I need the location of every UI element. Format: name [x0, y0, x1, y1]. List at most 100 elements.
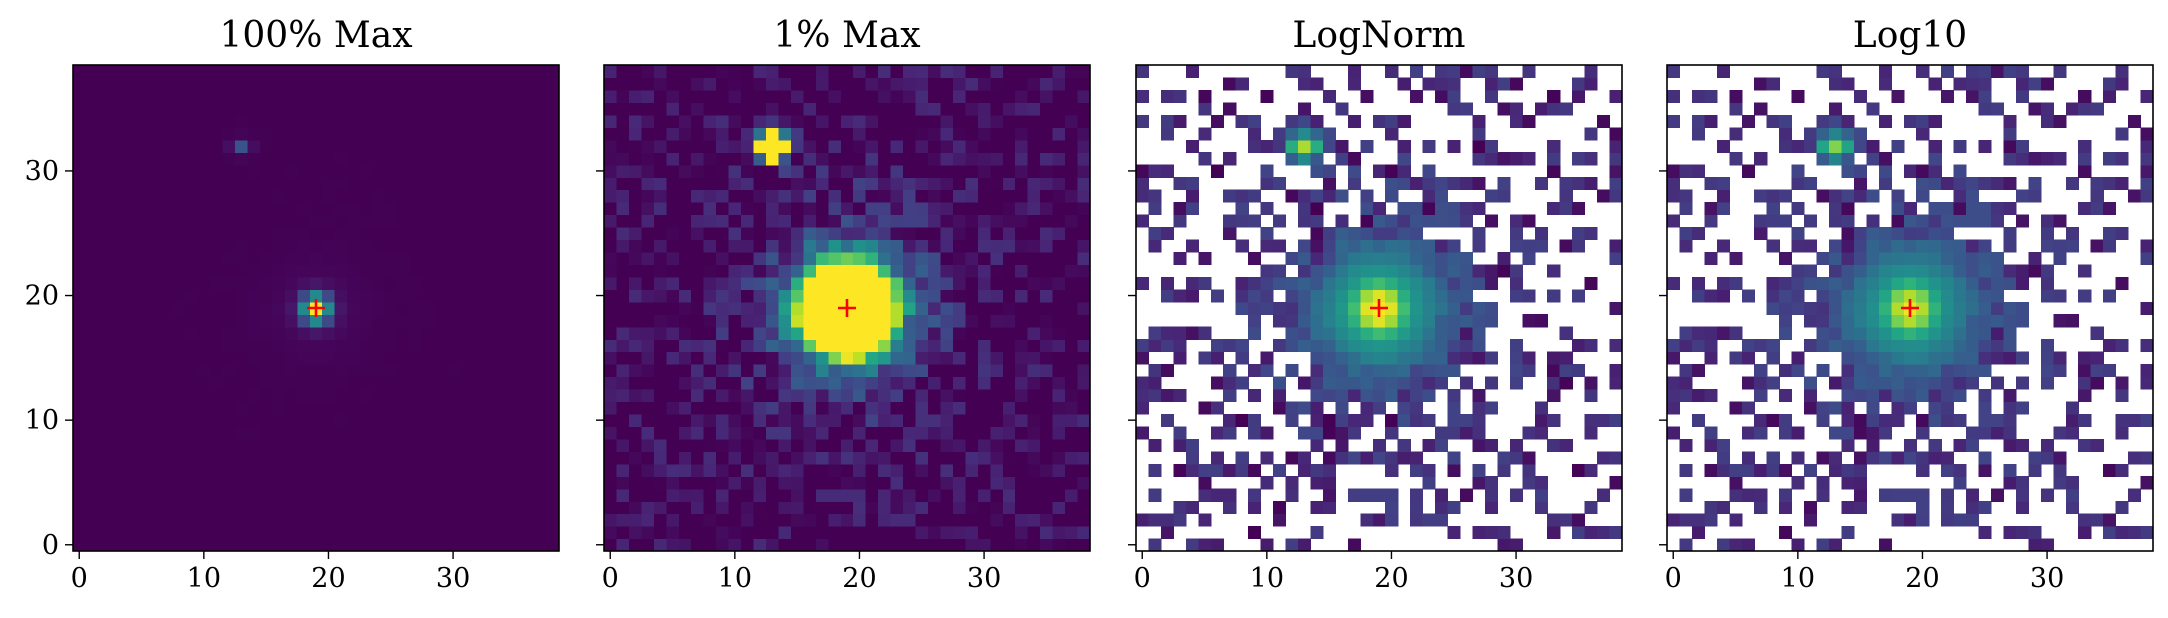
heatmap-cell: [853, 426, 867, 440]
heatmap-cell: [691, 227, 705, 241]
heatmap-cell: [678, 264, 692, 278]
heatmap-cell: [434, 426, 448, 440]
centroid-marker: [838, 299, 856, 317]
heatmap-cell: [372, 65, 386, 79]
heatmap-cell: [790, 89, 804, 103]
heatmap-cell: [1077, 389, 1091, 403]
heatmap-cell: [1953, 214, 1967, 228]
heatmap-cell: [990, 389, 1004, 403]
heatmap-cell: [1136, 401, 1150, 415]
heatmap-cell: [928, 389, 942, 403]
heatmap-cell: [1841, 202, 1855, 216]
heatmap-cell: [952, 326, 966, 340]
heatmap-cell: [828, 389, 842, 403]
heatmap-cell: [940, 152, 954, 166]
heatmap-cell: [471, 102, 485, 116]
heatmap-cell: [1584, 127, 1598, 141]
heatmap-cell: [728, 389, 742, 403]
heatmap-cell: [853, 139, 867, 153]
heatmap-cell: [259, 65, 273, 79]
heatmap-cell: [110, 326, 124, 340]
heatmap-cell: [384, 114, 398, 128]
heatmap-cell: [2078, 351, 2092, 365]
heatmap-cell: [73, 177, 87, 191]
heatmap-cell: [1422, 389, 1436, 403]
heatmap-cell: [741, 326, 755, 340]
heatmap-cell: [496, 476, 510, 490]
heatmap-cell: [1065, 538, 1079, 552]
heatmap-cell: [878, 77, 892, 91]
heatmap-cell: [878, 239, 892, 253]
heatmap-cell: [878, 301, 892, 315]
heatmap-cell: [865, 102, 879, 116]
heatmap-cell: [1273, 314, 1287, 328]
heatmap-cell: [1410, 501, 1424, 515]
heatmap-cell: [940, 513, 954, 527]
heatmap-cell: [1397, 364, 1411, 378]
heatmap-cell: [284, 227, 298, 241]
heatmap-cell: [259, 389, 273, 403]
heatmap-cell: [666, 364, 680, 378]
heatmap-cell: [185, 501, 199, 515]
heatmap-cell: [397, 127, 411, 141]
heatmap-cell: [778, 276, 792, 290]
heatmap-cell: [2140, 127, 2154, 141]
heatmap-cell: [197, 413, 211, 427]
heatmap-cell: [890, 114, 904, 128]
heatmap-cell: [185, 177, 199, 191]
heatmap-cell: [1347, 227, 1361, 241]
heatmap-cell: [678, 89, 692, 103]
heatmap-cell: [1335, 351, 1349, 365]
heatmap-cell: [853, 177, 867, 191]
heatmap-cell: [828, 451, 842, 465]
heatmap-cell: [135, 438, 149, 452]
heatmap-cell: [110, 488, 124, 502]
heatmap-cell: [222, 476, 236, 490]
heatmap-cell: [1853, 476, 1867, 490]
heatmap-cell: [1248, 426, 1262, 440]
heatmap-cell: [1534, 227, 1548, 241]
heatmap-cell: [703, 314, 717, 328]
heatmap-cell: [1716, 289, 1730, 303]
heatmap-cell: [1248, 526, 1262, 540]
heatmap-cell: [716, 177, 730, 191]
heatmap-cell: [1385, 488, 1399, 502]
heatmap-cell: [459, 239, 473, 253]
heatmap-cell: [766, 426, 780, 440]
heatmap-cell: [1729, 463, 1743, 477]
heatmap-cell: [110, 339, 124, 353]
heatmap-cell: [2115, 177, 2129, 191]
heatmap-cell: [1816, 65, 1830, 79]
heatmap-cell: [172, 513, 186, 527]
heatmap-cell: [653, 451, 667, 465]
heatmap-cell: [359, 164, 373, 178]
heatmap-cell: [1472, 463, 1486, 477]
heatmap-cell: [1052, 413, 1066, 427]
heatmap-cell: [2003, 326, 2017, 340]
heatmap-cell: [716, 463, 730, 477]
heatmap-cell: [1991, 426, 2005, 440]
heatmap-cell: [903, 276, 917, 290]
heatmap-cell: [1015, 513, 1029, 527]
heatmap-cell: [85, 438, 99, 452]
heatmap-cell: [384, 376, 398, 390]
heatmap-cell: [409, 364, 423, 378]
heatmap-cell: [272, 77, 286, 91]
heatmap-cell: [1891, 389, 1905, 403]
heatmap-cell: [890, 339, 904, 353]
heatmap-cell: [1447, 202, 1461, 216]
heatmap-cell: [135, 364, 149, 378]
heatmap-cell: [952, 364, 966, 378]
heatmap-cell: [1065, 351, 1079, 365]
heatmap-cell: [284, 426, 298, 440]
heatmap-cell: [1002, 426, 1016, 440]
heatmap-cell: [1866, 438, 1880, 452]
heatmap-cell: [197, 463, 211, 477]
heatmap-cell: [1372, 488, 1386, 502]
heatmap-cell: [815, 227, 829, 241]
heatmap-cell: [928, 214, 942, 228]
heatmap-cell: [2090, 351, 2104, 365]
heatmap-cells: [73, 65, 560, 552]
heatmap-cell: [334, 513, 348, 527]
heatmap-cell: [222, 251, 236, 265]
